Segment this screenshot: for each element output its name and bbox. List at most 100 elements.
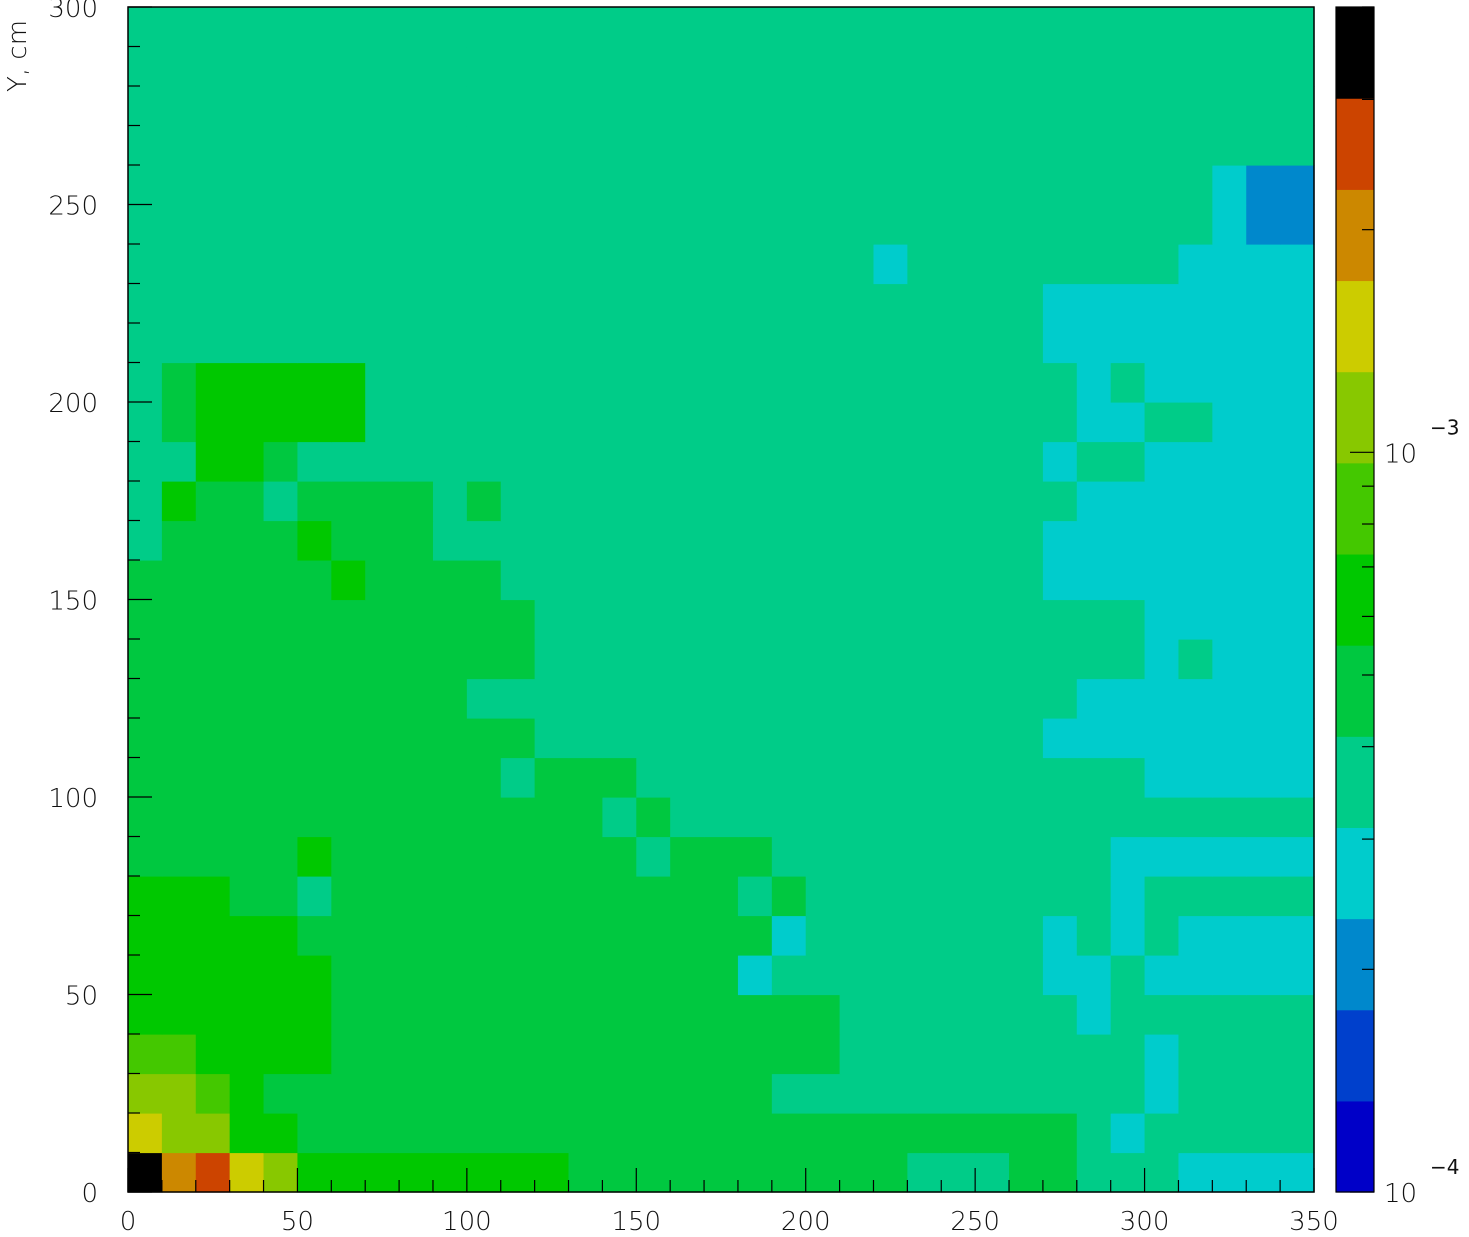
heatmap-cell bbox=[1009, 323, 1044, 364]
heatmap-cell bbox=[941, 86, 976, 127]
heatmap-cell bbox=[568, 402, 603, 443]
heatmap-cell bbox=[128, 1073, 163, 1114]
heatmap-cell bbox=[636, 1073, 671, 1114]
heatmap-cell bbox=[1110, 599, 1146, 640]
heatmap-cell bbox=[128, 125, 163, 166]
heatmap-cell bbox=[805, 46, 841, 87]
heatmap-cell bbox=[331, 323, 366, 364]
heatmap-cell bbox=[1246, 797, 1281, 838]
heatmap-cell bbox=[161, 481, 197, 522]
heatmap-cell bbox=[365, 994, 400, 1035]
heatmap-cell bbox=[195, 1152, 231, 1193]
heatmap-cell bbox=[941, 994, 976, 1035]
heatmap-cell bbox=[941, 1113, 976, 1154]
heatmap-cell bbox=[1009, 402, 1044, 443]
heatmap-cell bbox=[229, 46, 265, 87]
heatmap-cell bbox=[805, 1113, 841, 1154]
heatmap-cell bbox=[466, 165, 502, 206]
heatmap-cell bbox=[331, 46, 366, 87]
heatmap-cell bbox=[670, 836, 705, 877]
heatmap-cell bbox=[1110, 718, 1146, 759]
heatmap-cell bbox=[975, 520, 1010, 561]
heatmap-cell bbox=[297, 125, 332, 166]
heatmap-cell bbox=[1076, 915, 1112, 956]
heatmap-cell bbox=[1280, 362, 1315, 403]
heatmap-cell bbox=[534, 599, 570, 640]
heatmap-cell bbox=[704, 560, 739, 601]
heatmap-cell bbox=[839, 165, 875, 206]
heatmap-cell bbox=[1212, 560, 1247, 601]
heatmap-cell bbox=[1076, 402, 1112, 443]
heatmap-cell bbox=[907, 1073, 942, 1114]
heatmap-cell bbox=[365, 639, 400, 680]
heatmap-cell bbox=[771, 1113, 807, 1154]
heatmap-cell bbox=[399, 1073, 434, 1114]
heatmap-cell bbox=[568, 441, 603, 482]
heatmap-cell bbox=[1246, 7, 1281, 48]
heatmap-cell bbox=[161, 639, 197, 680]
heatmap-cell bbox=[365, 1073, 400, 1114]
heatmap-cell bbox=[297, 797, 332, 838]
heatmap-cell bbox=[704, 994, 739, 1035]
heatmap-cell bbox=[195, 639, 231, 680]
heatmap-cell bbox=[1178, 402, 1213, 443]
heatmap-cell bbox=[975, 560, 1010, 601]
heatmap-cell bbox=[1009, 481, 1044, 522]
heatmap-cell bbox=[331, 125, 366, 166]
heatmap-cell bbox=[365, 955, 400, 996]
heatmap-cell bbox=[534, 876, 570, 917]
heatmap-cell bbox=[432, 678, 468, 719]
heatmap-cell bbox=[1246, 86, 1281, 127]
heatmap-cell bbox=[331, 362, 366, 403]
heatmap-cell bbox=[195, 520, 231, 561]
heatmap-cell bbox=[331, 836, 366, 877]
heatmap-cell bbox=[500, 323, 536, 364]
heatmap-cell bbox=[805, 955, 841, 996]
heatmap-cell bbox=[907, 1034, 942, 1075]
heatmap-cell bbox=[399, 1113, 434, 1154]
heatmap-cell bbox=[331, 441, 366, 482]
x-tick-label: 150 bbox=[611, 1207, 661, 1237]
heatmap-cell bbox=[873, 441, 908, 482]
heatmap-cell bbox=[568, 1152, 603, 1193]
heatmap-cell bbox=[534, 46, 570, 87]
heatmap-cell bbox=[1212, 678, 1247, 719]
heatmap-cell bbox=[1144, 876, 1180, 917]
heatmap-cell bbox=[534, 797, 570, 838]
heatmap-cell bbox=[297, 323, 332, 364]
heatmap-cell bbox=[161, 955, 197, 996]
heatmap-cell bbox=[534, 86, 570, 127]
heatmap-cell bbox=[432, 283, 468, 324]
heatmap-cell bbox=[1110, 520, 1146, 561]
heatmap-cell bbox=[670, 481, 705, 522]
heatmap-cell bbox=[907, 481, 942, 522]
heatmap-cell bbox=[975, 1073, 1010, 1114]
heatmap-cell bbox=[670, 283, 705, 324]
heatmap-cell bbox=[805, 915, 841, 956]
heatmap-cell bbox=[263, 994, 299, 1035]
heatmap-cell bbox=[1042, 402, 1078, 443]
heatmap-cell bbox=[1280, 520, 1315, 561]
heatmap-cell bbox=[331, 955, 366, 996]
heatmap-cell bbox=[500, 718, 536, 759]
heatmap-cell bbox=[1212, 639, 1247, 680]
heatmap-cell bbox=[1042, 599, 1078, 640]
heatmap-cell bbox=[466, 244, 502, 285]
heatmap-cell bbox=[1042, 718, 1078, 759]
heatmap-cell bbox=[1076, 7, 1112, 48]
heatmap-cell bbox=[161, 994, 197, 1035]
heatmap-cell bbox=[466, 86, 502, 127]
heatmap-cell bbox=[1110, 402, 1146, 443]
heatmap-cell bbox=[839, 955, 875, 996]
heatmap-cell bbox=[771, 639, 807, 680]
heatmap-cell bbox=[1110, 1152, 1146, 1193]
heatmap-cell bbox=[1009, 915, 1044, 956]
heatmap-cell bbox=[331, 757, 366, 798]
heatmap-cell bbox=[636, 323, 671, 364]
heatmap-cell bbox=[602, 915, 637, 956]
heatmap-cell bbox=[975, 204, 1010, 245]
heatmap-cell bbox=[568, 955, 603, 996]
heatmap-cell bbox=[873, 86, 908, 127]
heatmap-cell bbox=[670, 441, 705, 482]
heatmap-cell bbox=[500, 362, 536, 403]
